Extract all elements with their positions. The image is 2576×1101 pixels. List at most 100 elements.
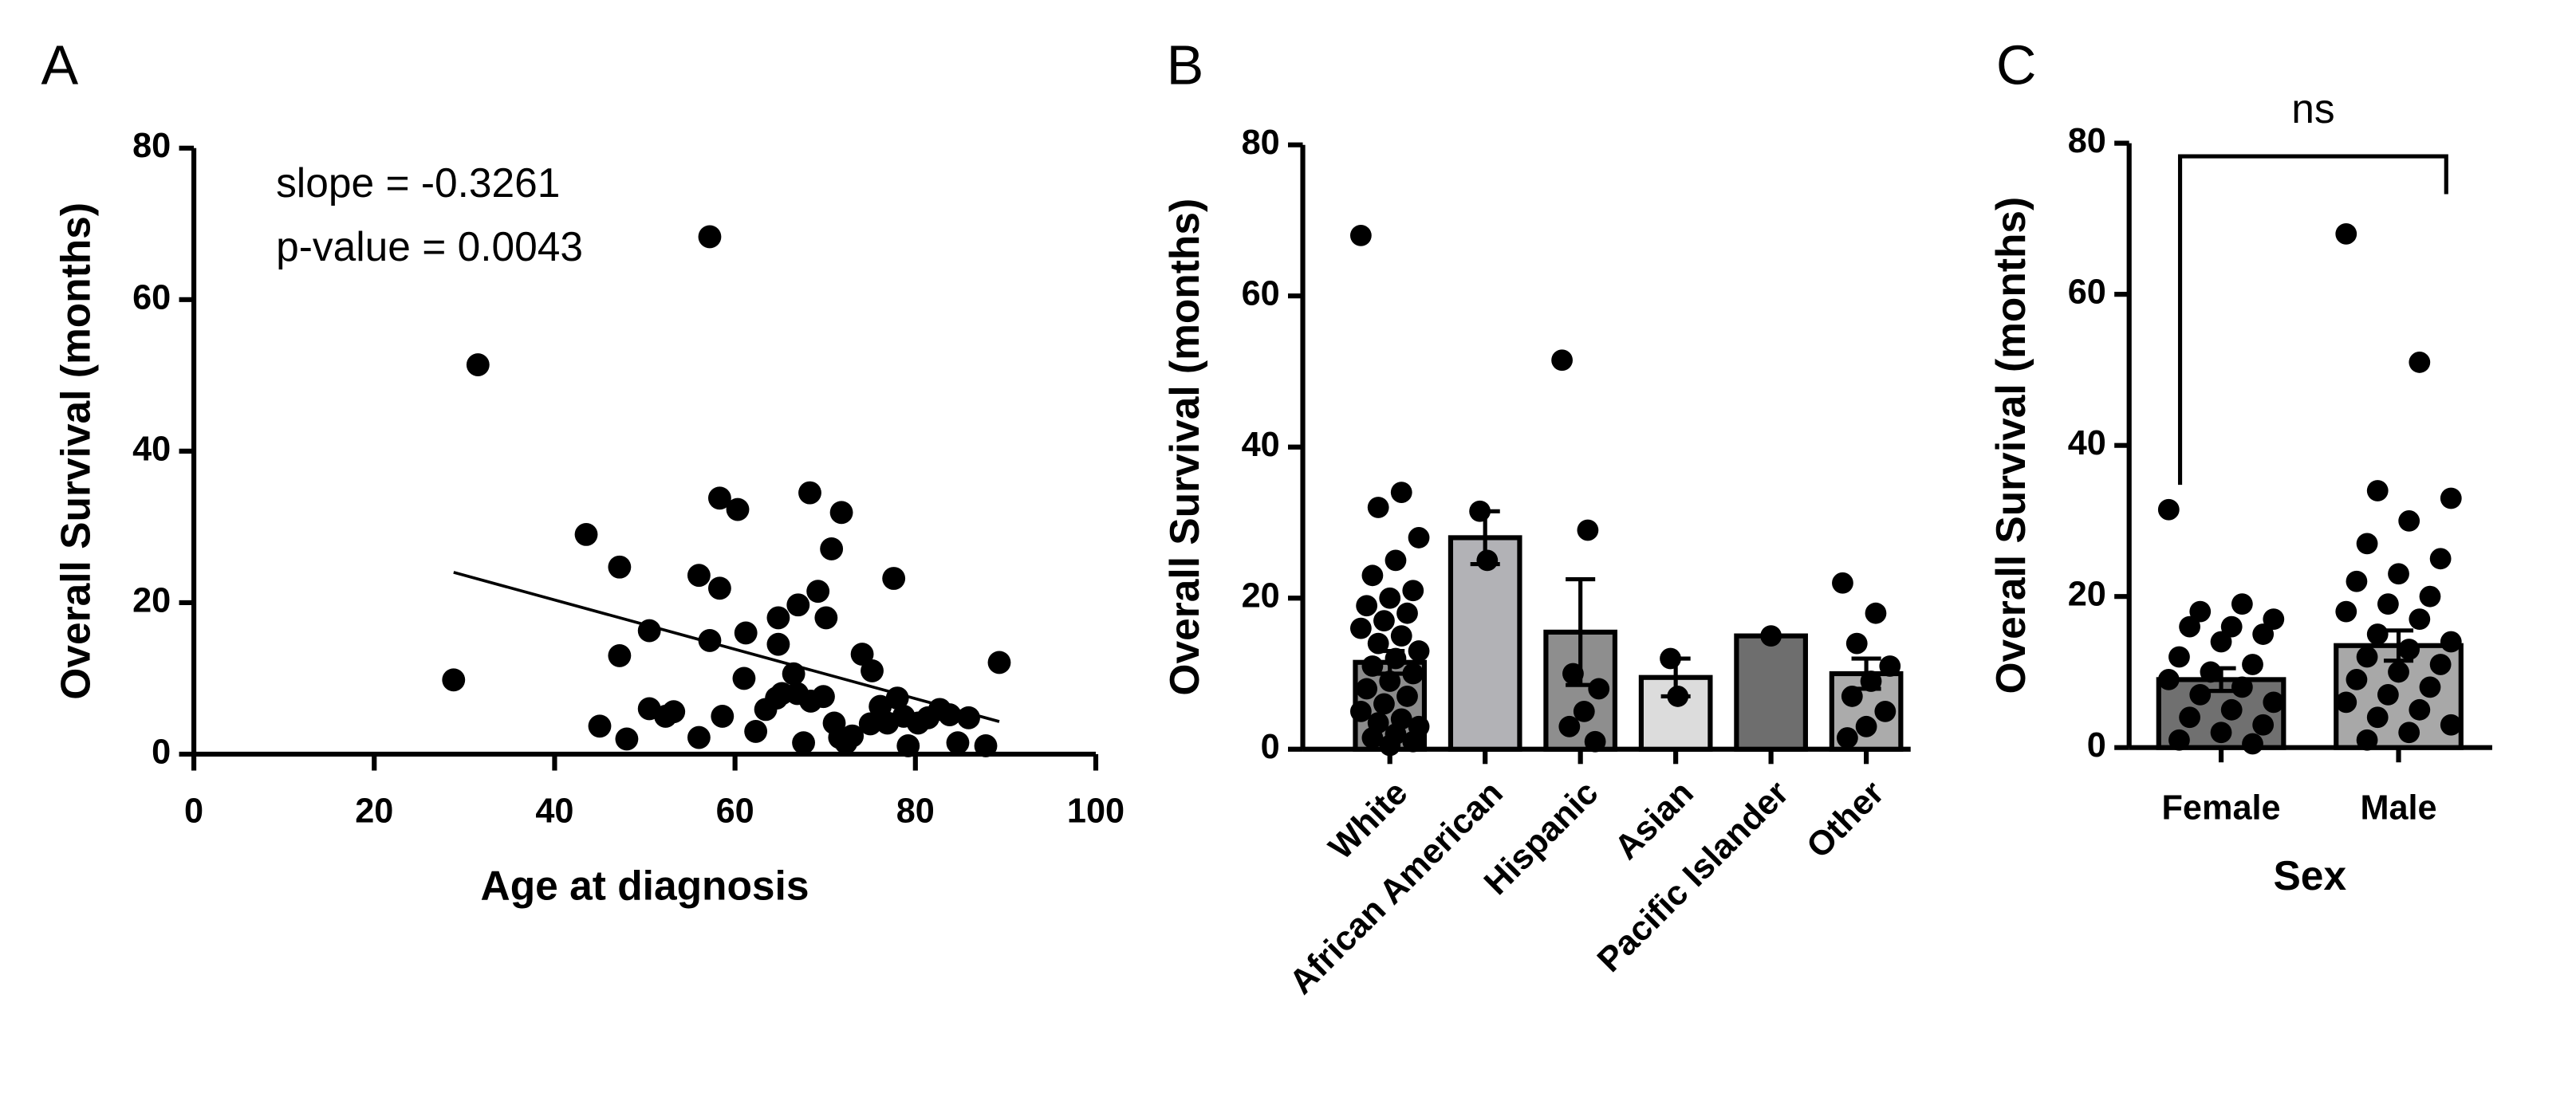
point — [1408, 527, 1430, 549]
point — [2200, 661, 2222, 683]
point — [1349, 617, 1372, 639]
point — [2419, 585, 2441, 608]
point — [1841, 686, 1863, 707]
point — [2168, 646, 2190, 668]
point — [1396, 602, 1418, 624]
point — [1356, 678, 1378, 700]
x-tick-label: Male — [2360, 788, 2436, 827]
point — [896, 734, 920, 757]
point — [698, 225, 722, 249]
y-axis-title: Overall Survival (months) — [52, 203, 98, 700]
point — [2356, 533, 2378, 555]
point — [2429, 548, 2452, 570]
point — [2398, 510, 2420, 532]
point — [2263, 608, 2285, 630]
x-tick-label: Female — [2162, 788, 2281, 827]
x-tick-label: Other — [1799, 773, 1892, 866]
point — [608, 643, 632, 667]
point — [687, 725, 711, 749]
point — [2409, 608, 2431, 630]
point — [861, 659, 884, 682]
point — [2429, 654, 2452, 675]
point — [1667, 686, 1689, 707]
point — [2377, 593, 2399, 615]
point — [734, 621, 758, 645]
point — [858, 712, 882, 736]
point — [574, 522, 598, 546]
y-axis-title: Overall Survival (months) — [1987, 197, 2034, 694]
x-tick-label: Asian — [1608, 773, 1701, 867]
point — [829, 501, 853, 525]
y-tick-label: 80 — [2068, 122, 2106, 160]
point — [1874, 700, 1897, 722]
point — [2366, 706, 2389, 729]
point — [766, 606, 790, 630]
x-tick-label: White — [1321, 773, 1415, 867]
point — [799, 690, 823, 713]
point — [2356, 646, 2378, 668]
point — [2210, 631, 2232, 653]
point — [1832, 572, 1853, 594]
point — [2440, 487, 2462, 509]
point — [662, 700, 686, 724]
point — [1551, 349, 1573, 372]
y-tick-label: 40 — [2068, 424, 2106, 462]
point — [2335, 600, 2357, 623]
point — [2242, 733, 2263, 755]
point — [820, 537, 844, 560]
point — [1577, 519, 1599, 541]
point — [1379, 587, 1401, 609]
point — [2252, 623, 2275, 645]
point — [2409, 698, 2431, 721]
significance-bracket — [2177, 154, 2448, 486]
point — [2179, 706, 2200, 729]
x-tick-label: 0 — [184, 792, 203, 831]
y-tick-label: 60 — [1242, 275, 1280, 313]
point — [1349, 225, 1372, 246]
point — [2346, 570, 2368, 592]
point — [707, 576, 731, 600]
point — [2346, 669, 2368, 690]
point — [1373, 610, 1395, 632]
point — [1760, 625, 1782, 647]
point — [882, 567, 906, 590]
point — [1588, 678, 1610, 700]
point — [1855, 715, 1877, 737]
point — [707, 486, 731, 510]
point — [1373, 693, 1395, 715]
point — [2189, 600, 2212, 623]
point — [765, 686, 789, 710]
point — [687, 564, 711, 588]
point — [1558, 715, 1581, 737]
annotation: ns — [2291, 85, 2334, 132]
point — [1660, 647, 1681, 670]
point — [2419, 676, 2441, 698]
panel-label: C — [1996, 33, 2037, 96]
point — [2220, 698, 2243, 721]
point — [1379, 670, 1401, 692]
y-tick-label: 40 — [132, 430, 171, 468]
point — [814, 606, 838, 630]
point — [1469, 500, 1491, 522]
y-tick-label: 0 — [152, 733, 171, 771]
point — [2157, 669, 2180, 690]
point — [2335, 691, 2357, 714]
point — [588, 714, 612, 738]
point — [2335, 222, 2357, 245]
y-tick-label: 20 — [1242, 577, 1280, 615]
point — [2242, 654, 2263, 675]
point — [1390, 625, 1412, 647]
y-tick-label: 80 — [132, 127, 171, 165]
annotation: slope = -0.3261 — [276, 159, 560, 206]
point — [1385, 647, 1407, 670]
point — [2220, 615, 2243, 638]
point — [744, 720, 768, 743]
point — [726, 497, 750, 521]
x-tick-label: 100 — [1067, 792, 1125, 831]
point — [615, 727, 639, 751]
point — [1860, 670, 1882, 692]
x-tick-label: 40 — [535, 792, 573, 831]
point — [2366, 480, 2389, 501]
